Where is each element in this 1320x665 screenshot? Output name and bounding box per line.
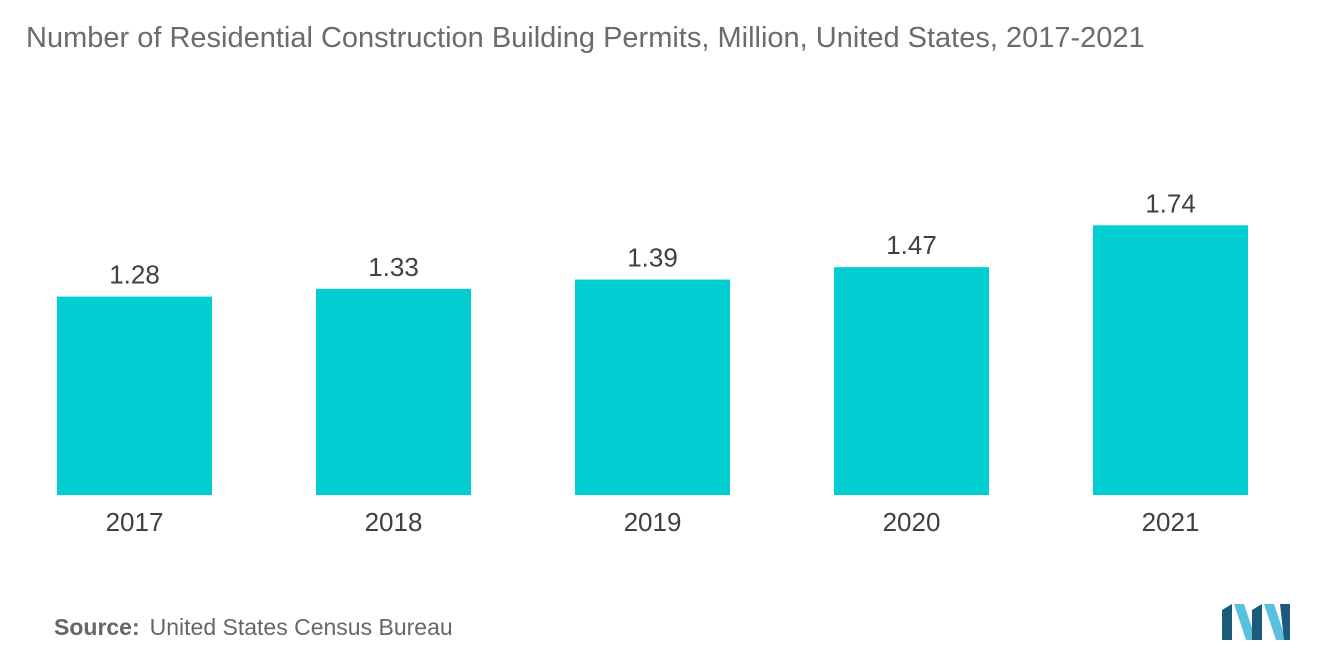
bar-value-label: 1.74 [1145, 188, 1196, 218]
bar-2017 [57, 296, 212, 495]
bar-2018 [316, 288, 471, 495]
mordor-intelligence-logo-icon [1222, 604, 1290, 640]
x-tick-label: 2019 [624, 507, 682, 537]
x-tick-label: 2017 [106, 507, 164, 537]
x-tick-label: 2021 [1142, 507, 1200, 537]
source-note: Source: United States Census Bureau [54, 614, 453, 641]
source-text: United States Census Bureau [149, 614, 453, 640]
source-label: Source: [54, 614, 140, 640]
bar-value-label: 1.28 [109, 260, 160, 290]
bar-value-label: 1.47 [886, 230, 937, 260]
bar-2020 [834, 267, 989, 495]
bar-2021 [1093, 225, 1248, 496]
x-tick-label: 2020 [883, 507, 941, 537]
x-tick-label: 2018 [365, 507, 423, 537]
bar-value-label: 1.33 [368, 252, 419, 282]
bars-group: 1.28 2017 1.33 2018 1.39 2019 1.47 2020 1.74 2021 [57, 188, 1248, 537]
bar-value-label: 1.39 [627, 243, 678, 273]
bar-2019 [575, 279, 730, 495]
chart-title: Number of Residential Construction Build… [26, 22, 1145, 54]
